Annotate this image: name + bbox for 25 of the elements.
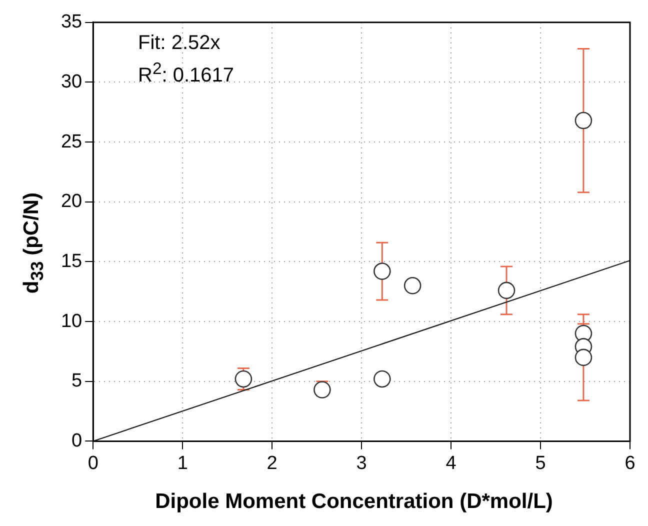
y-tick-label: 5 bbox=[72, 370, 82, 392]
y-tick-label: 25 bbox=[60, 131, 82, 152]
x-axis-title: Dipole Moment Concentration (D*mol/L) bbox=[154, 490, 554, 514]
x-tick-label: 5 bbox=[535, 452, 546, 474]
y-tick-label: 15 bbox=[60, 250, 82, 272]
y-tick-label: 35 bbox=[60, 12, 82, 33]
x-tick-label: 1 bbox=[177, 452, 188, 474]
x-tick-label: 2 bbox=[266, 452, 278, 474]
point bbox=[498, 282, 516, 300]
x-tick-label: 3 bbox=[356, 452, 367, 474]
x-tick-label: 0 bbox=[88, 452, 98, 474]
point bbox=[373, 370, 391, 388]
y-tick-label: 0 bbox=[72, 430, 82, 452]
point bbox=[574, 348, 592, 366]
point bbox=[234, 370, 252, 388]
point bbox=[373, 262, 391, 280]
annotation: R$^{2}$: 0.1617 bbox=[138, 58, 234, 89]
y-tick-label: 10 bbox=[60, 310, 82, 332]
point bbox=[404, 276, 422, 294]
y-tick-label: 30 bbox=[60, 71, 82, 92]
x-tick-label: 6 bbox=[624, 452, 636, 474]
x-tick-label: 4 bbox=[446, 452, 457, 474]
y-tick-label: 20 bbox=[60, 191, 82, 212]
point bbox=[574, 112, 592, 130]
annotation: Fit: 2.52x bbox=[138, 31, 222, 56]
